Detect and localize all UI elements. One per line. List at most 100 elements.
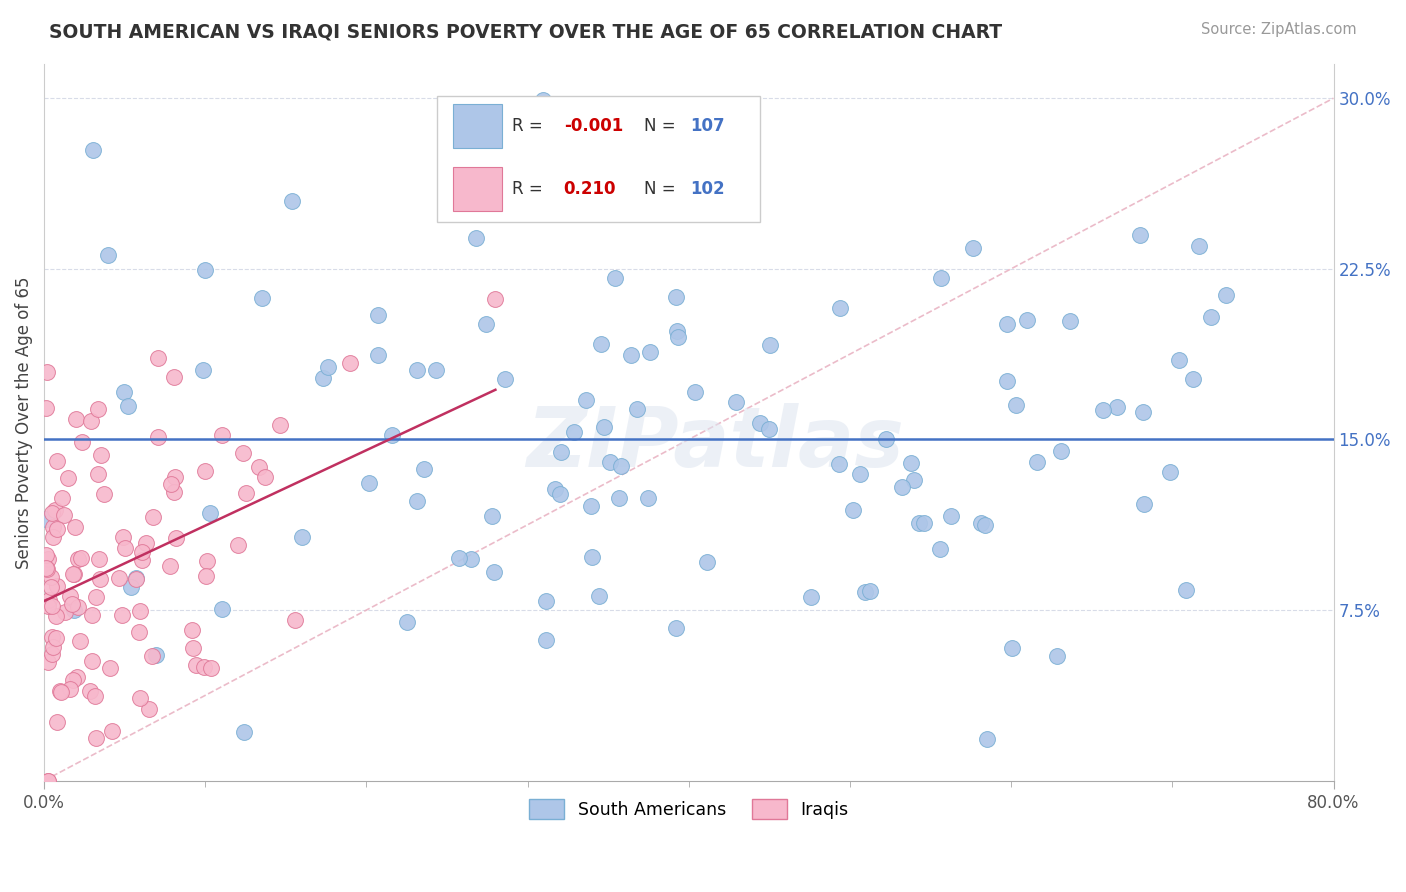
South Americans [929,271,952,285]
Iraqis [235,485,257,500]
South Americans [194,262,217,277]
South Americans [280,194,302,208]
Iraqis [484,292,506,306]
South Americans [425,363,447,377]
South Americans [890,480,912,494]
Text: N =: N = [644,180,681,198]
Iraqis [41,640,63,654]
Iraqis [51,684,73,698]
Iraqis [108,571,131,585]
Iraqis [98,661,121,675]
South Americans [406,362,429,376]
South Americans [291,530,314,544]
FancyBboxPatch shape [453,167,502,211]
South Americans [828,458,851,472]
South Americans [830,301,852,316]
South Americans [1001,640,1024,655]
Iraqis [142,509,165,524]
Iraqis [37,365,59,379]
South Americans [145,648,167,663]
South Americans [973,518,995,533]
Text: N =: N = [644,117,681,135]
South Americans [1168,352,1191,367]
South Americans [484,566,506,580]
South Americans [1132,405,1154,419]
Iraqis [80,414,103,428]
Iraqis [41,630,63,644]
Iraqis [254,470,277,484]
South Americans [464,231,486,245]
Iraqis [125,572,148,586]
Iraqis [194,464,217,478]
Iraqis [193,660,215,674]
South Americans [318,360,340,375]
Iraqis [62,673,84,687]
South Americans [759,337,782,351]
Iraqis [37,551,59,566]
South Americans [929,541,952,556]
Iraqis [53,605,76,619]
Iraqis [87,467,110,482]
South Americans [1025,454,1047,468]
Iraqis [90,449,112,463]
Iraqis [114,541,136,555]
Text: R =: R = [512,117,548,135]
Iraqis [141,648,163,663]
Iraqis [93,487,115,501]
South Americans [610,458,633,473]
Iraqis [70,435,93,450]
South Americans [1046,648,1069,663]
South Americans [637,491,659,505]
South Americans [1199,310,1222,324]
South Americans [82,143,104,157]
Iraqis [195,568,218,582]
Iraqis [39,570,62,584]
Iraqis [200,661,222,675]
South Americans [592,420,614,434]
South Americans [725,395,748,409]
South Americans [63,603,86,617]
South Americans [494,372,516,386]
Iraqis [58,471,80,485]
Iraqis [45,453,67,467]
Iraqis [42,520,65,534]
Iraqis [45,632,67,646]
Iraqis [128,624,150,639]
Iraqis [63,566,86,581]
South Americans [1091,402,1114,417]
South Americans [995,374,1018,388]
South Americans [607,491,630,505]
Iraqis [38,593,60,607]
Iraqis [247,460,270,475]
Iraqis [35,401,58,415]
Text: R =: R = [512,180,548,198]
South Americans [550,445,572,459]
Iraqis [87,401,110,416]
Text: 107: 107 [690,117,724,135]
Iraqis [63,520,86,534]
Iraqis [148,430,170,444]
South Americans [191,362,214,376]
South Americans [35,511,58,525]
Iraqis [87,551,110,566]
Iraqis [84,591,107,605]
Iraqis [84,689,107,703]
Iraqis [60,597,83,611]
South Americans [562,425,585,439]
South Americans [962,241,984,255]
Iraqis [184,657,207,672]
South Americans [588,589,610,603]
Iraqis [70,551,93,566]
Iraqis [37,655,59,669]
Iraqis [160,477,183,491]
South Americans [1004,398,1026,412]
Legend: South Americans, Iraqis: South Americans, Iraqis [522,792,856,826]
Iraqis [45,608,67,623]
Text: 102: 102 [690,180,724,198]
Iraqis [339,356,361,370]
Iraqis [195,554,218,568]
Iraqis [131,545,153,559]
Iraqis [131,553,153,567]
South Americans [853,584,876,599]
Iraqis [69,634,91,648]
